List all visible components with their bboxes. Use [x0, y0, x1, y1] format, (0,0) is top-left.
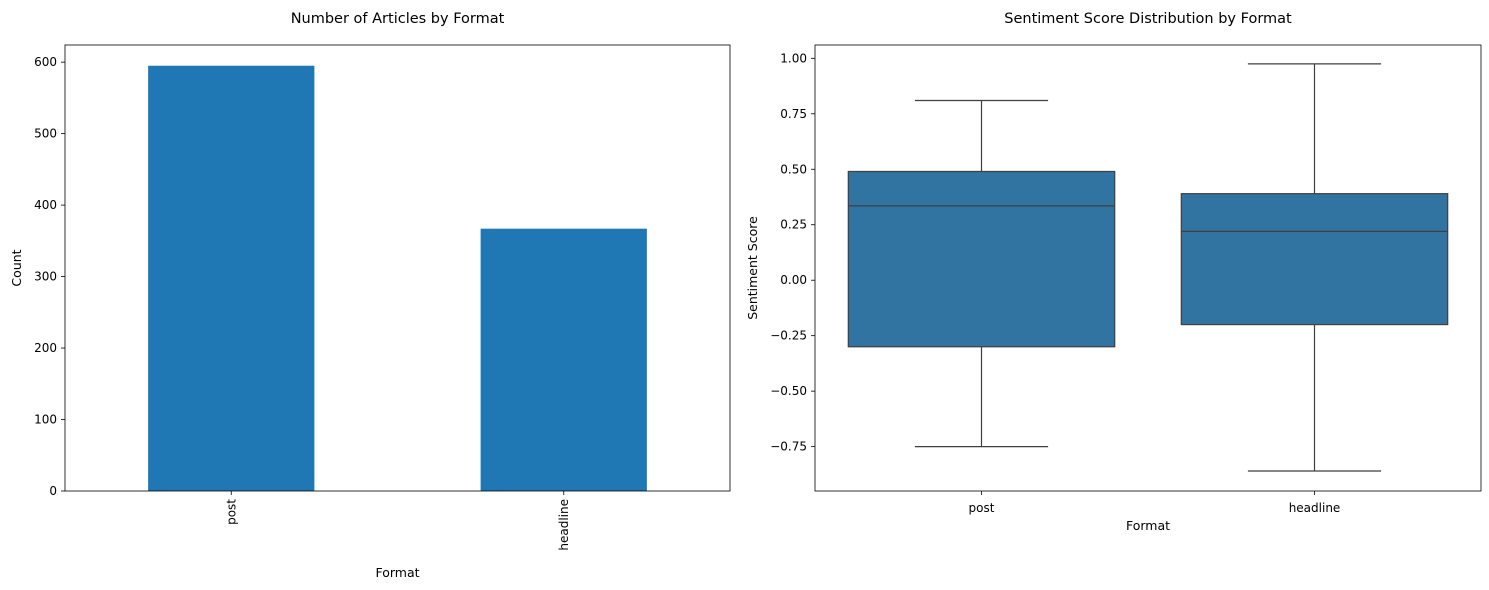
y-axis-label: Sentiment Score — [745, 216, 760, 320]
x-axis-label: Format — [1126, 518, 1170, 533]
iqr-box — [1180, 193, 1449, 326]
y-tick-label: 1.00 — [780, 51, 807, 65]
x-axis-label: Format — [375, 565, 419, 580]
y-tick-label: 600 — [34, 55, 57, 69]
y-tick-label: 0.75 — [780, 107, 807, 121]
bar-post — [148, 65, 315, 491]
x-tick-label: headline — [1289, 501, 1341, 515]
plot-frame — [64, 44, 731, 492]
chart-title: Sentiment Score Distribution by Format — [1004, 11, 1292, 27]
y-tick-label: 0.00 — [780, 273, 807, 287]
box-post — [847, 99, 1116, 448]
y-tick-label: 300 — [34, 270, 57, 284]
chart-title: Number of Articles by Format — [291, 11, 505, 27]
y-tick-label: 100 — [34, 413, 57, 427]
y-tick-label: 500 — [34, 127, 57, 141]
y-tick-label: 0.25 — [780, 218, 807, 232]
plot-frame — [814, 44, 1482, 492]
iqr-box — [847, 170, 1116, 348]
x-tick-label: post — [224, 499, 238, 525]
y-tick-label: −0.75 — [770, 440, 807, 454]
y-tick-label: −0.50 — [770, 384, 807, 398]
y-tick-label: 400 — [34, 198, 57, 212]
bar-headline — [480, 228, 647, 492]
y-axis-label: Count — [9, 249, 24, 286]
y-tick-label: 0 — [49, 484, 57, 498]
y-tick-label: 0.50 — [780, 162, 807, 176]
x-tick-label: post — [969, 501, 995, 515]
articles-count-chart: Number of Articles by Format 0 100 200 300 4… — [9, 11, 731, 580]
y-tick-label: 200 — [34, 341, 57, 355]
sentiment-box-chart: Sentiment Score Distribution by Format −… — [745, 11, 1482, 533]
x-tick-label: headline — [557, 499, 571, 551]
box-headline — [1180, 63, 1449, 472]
y-tick-label: −0.25 — [770, 329, 807, 343]
